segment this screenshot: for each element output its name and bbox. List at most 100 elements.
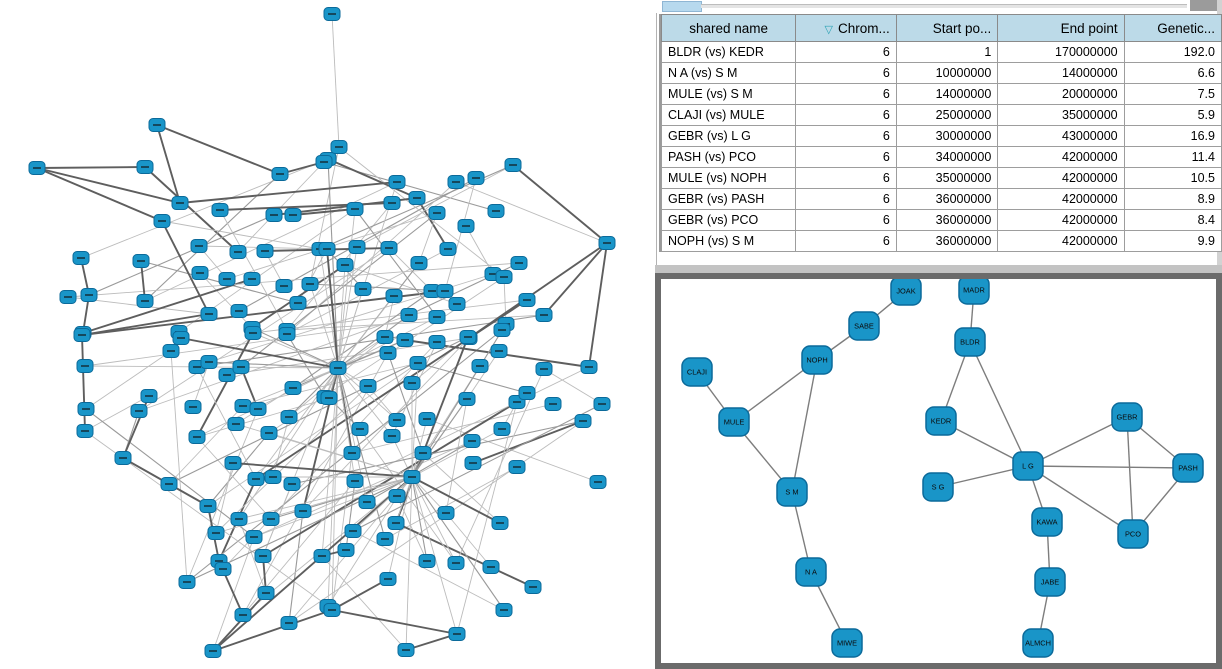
network-node-joak[interactable]: JOAK — [890, 279, 922, 306]
network-node[interactable] — [414, 446, 432, 460]
network-node-claji[interactable]: CLAJI — [681, 357, 713, 387]
network-node-noph[interactable]: NOPH — [801, 345, 833, 375]
network-node-lg[interactable]: L G — [1012, 451, 1044, 481]
network-node[interactable] — [574, 414, 592, 428]
network-node[interactable] — [510, 256, 528, 270]
network-node[interactable] — [504, 158, 522, 172]
table-row[interactable]: NOPH (vs) S M 6 36000000 42000000 9.9 — [660, 230, 1222, 252]
network-node[interactable] — [294, 504, 312, 518]
network-node-kawa[interactable]: KAWA — [1031, 507, 1063, 537]
network-node[interactable] — [493, 422, 511, 436]
network-node[interactable] — [387, 516, 405, 530]
network-node[interactable] — [284, 208, 302, 222]
network-node[interactable] — [593, 397, 611, 411]
network-node[interactable] — [234, 399, 252, 413]
network-node[interactable] — [114, 451, 132, 465]
column-header-genetic[interactable]: Genetic... — [1123, 14, 1222, 42]
network-node[interactable] — [418, 412, 436, 426]
network-node[interactable] — [423, 284, 441, 298]
network-node[interactable] — [257, 586, 275, 600]
network-node[interactable] — [199, 499, 217, 513]
network-node-almch[interactable]: ALMCH — [1022, 628, 1054, 658]
network-node[interactable] — [278, 327, 296, 341]
network-node[interactable] — [403, 376, 421, 390]
network-node[interactable] — [358, 495, 376, 509]
network-node-bldr[interactable]: BLDR — [954, 327, 986, 357]
network-node[interactable] — [264, 470, 282, 484]
network-node[interactable] — [211, 203, 229, 217]
network-node[interactable] — [230, 512, 248, 526]
network-node[interactable] — [200, 355, 218, 369]
network-node[interactable] — [463, 434, 481, 448]
network-node[interactable] — [262, 512, 280, 526]
network-node[interactable] — [388, 175, 406, 189]
network-node[interactable] — [80, 288, 98, 302]
network-node[interactable] — [467, 171, 485, 185]
table-row[interactable]: GEBR (vs) PASH 6 36000000 42000000 8.9 — [660, 188, 1222, 210]
network-node[interactable] — [376, 330, 394, 344]
network-node[interactable] — [397, 643, 415, 657]
network-node[interactable] — [171, 196, 189, 210]
network-node[interactable] — [459, 330, 477, 344]
network-node[interactable] — [232, 360, 250, 374]
network-node[interactable] — [313, 549, 331, 563]
table-row[interactable]: MULE (vs) NOPH 6 35000000 42000000 10.5 — [660, 167, 1222, 189]
network-node-kedr[interactable]: KEDR — [925, 406, 957, 436]
network-node-jabe[interactable]: JABE — [1034, 567, 1066, 597]
network-node[interactable] — [245, 530, 263, 544]
network-node[interactable] — [280, 410, 298, 424]
table-top-scrollbar[interactable] — [655, 0, 1222, 13]
network-node[interactable] — [227, 417, 245, 431]
network-node[interactable] — [385, 289, 403, 303]
network-node[interactable] — [330, 140, 348, 154]
network-node[interactable] — [73, 328, 91, 342]
column-header-chrom[interactable]: ▽ Chrom... — [795, 14, 897, 42]
network-node[interactable] — [28, 161, 46, 175]
network-node[interactable] — [136, 160, 154, 174]
network-node[interactable] — [162, 344, 180, 358]
table-row[interactable]: GEBR (vs) L G 6 30000000 43000000 16.9 — [660, 125, 1222, 147]
network-node[interactable] — [482, 560, 500, 574]
network-node[interactable] — [436, 284, 454, 298]
network-node[interactable] — [524, 580, 542, 594]
network-node[interactable] — [224, 456, 242, 470]
network-node[interactable] — [403, 470, 421, 484]
network-node[interactable] — [260, 426, 278, 440]
network-node[interactable] — [495, 603, 513, 617]
network-node-na[interactable]: N A — [795, 557, 827, 587]
network-node[interactable] — [136, 294, 154, 308]
network-node[interactable] — [214, 562, 232, 576]
network-node[interactable] — [457, 219, 475, 233]
network-node[interactable] — [230, 304, 248, 318]
network-node[interactable] — [598, 236, 616, 250]
network-node[interactable] — [354, 282, 372, 296]
network-node[interactable] — [243, 272, 261, 286]
network-node[interactable] — [544, 397, 562, 411]
network-node-gebr[interactable]: GEBR — [1111, 402, 1143, 432]
network-node[interactable] — [487, 204, 505, 218]
network-node[interactable] — [351, 422, 369, 436]
overview-network-canvas[interactable] — [0, 0, 655, 669]
network-node[interactable] — [254, 549, 272, 563]
network-node[interactable] — [380, 241, 398, 255]
network-node[interactable] — [323, 603, 341, 617]
network-node[interactable] — [76, 359, 94, 373]
network-node[interactable] — [493, 323, 511, 337]
network-node[interactable] — [464, 456, 482, 470]
network-node[interactable] — [346, 202, 364, 216]
network-node[interactable] — [535, 362, 553, 376]
network-node[interactable] — [132, 254, 150, 268]
network-node[interactable] — [247, 472, 265, 486]
network-node[interactable] — [518, 293, 536, 307]
network-node[interactable] — [320, 391, 338, 405]
network-node[interactable] — [448, 627, 466, 641]
network-node[interactable] — [458, 392, 476, 406]
network-node[interactable] — [447, 175, 465, 189]
network-node[interactable] — [315, 155, 333, 169]
column-header-endpoint[interactable]: End point — [997, 14, 1125, 42]
network-node[interactable] — [518, 386, 536, 400]
network-node[interactable] — [580, 360, 598, 374]
network-node[interactable] — [160, 477, 178, 491]
network-node[interactable] — [280, 616, 298, 630]
table-row[interactable]: N A (vs) S M 6 10000000 14000000 6.6 — [660, 62, 1222, 84]
